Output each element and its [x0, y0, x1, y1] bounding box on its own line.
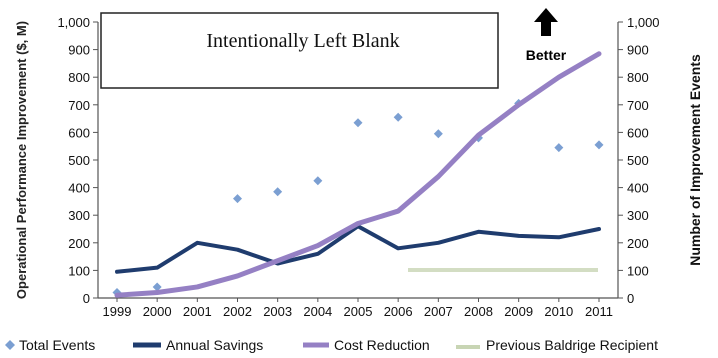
point-total-events	[554, 143, 564, 153]
y-tick-label: 600	[68, 125, 90, 140]
x-tick-label: 2007	[424, 304, 453, 319]
annotation-box-text: Intentionally Left Blank	[206, 30, 399, 52]
point-total-events	[152, 282, 162, 292]
legend-label-annual-savings: Annual Savings	[166, 337, 263, 353]
y2-tick-label: 400	[627, 181, 649, 196]
y2-tick-label: 800	[627, 70, 649, 85]
y-tick-label: 0	[83, 291, 90, 306]
better-arrow-icon	[534, 8, 558, 36]
legend-label-total-events: Total Events	[19, 337, 95, 353]
x-tick-label: 2010	[544, 304, 573, 319]
point-total-events	[233, 194, 242, 204]
x-tick-label: 2009	[504, 304, 533, 319]
y2-tick-label: 200	[627, 236, 649, 251]
x-tick-label: 2002	[223, 304, 252, 319]
y-tick-label: 700	[68, 98, 90, 113]
y2-tick-label: 300	[627, 208, 649, 223]
x-tick-label: 1999	[103, 304, 132, 319]
y2-tick-label: 500	[627, 153, 649, 168]
point-total-events	[393, 112, 403, 122]
x-tick-label: 2005	[344, 304, 373, 319]
y2-tick-label: 1,000	[627, 15, 660, 30]
y-tick-label: 1,000	[57, 15, 90, 30]
y-tick-label: 400	[68, 181, 90, 196]
x-axis-ticks: 1999 2000 2001 2002 2003 2004 2005 2006 2007 2008…	[103, 298, 613, 319]
x-tick-label: 2003	[263, 304, 292, 319]
series-line-annual-savings	[115, 224, 601, 274]
x-tick-label: 2008	[464, 304, 493, 319]
y-tick-label: 800	[68, 70, 90, 85]
point-total-events	[594, 140, 604, 150]
x-tick-label: 2004	[303, 304, 332, 319]
y2-tick-label: 0	[627, 291, 634, 306]
y2-tick-label: 600	[627, 125, 649, 140]
y2-axis-ticks: 0 100 200 300 400 500 600 700 800 900 1,000	[618, 15, 660, 306]
y-tick-label: 300	[68, 208, 90, 223]
y2-tick-label: 900	[627, 43, 649, 58]
point-total-events	[353, 118, 363, 128]
annotation-box	[100, 12, 499, 89]
y-tick-label: 200	[68, 236, 90, 251]
legend-label-cost-reduction: Cost Reduction	[334, 337, 430, 353]
y2-tick-label: 100	[627, 263, 649, 278]
point-total-events	[273, 187, 283, 197]
y2-tick-label: 700	[627, 98, 649, 113]
y-tick-label: 900	[68, 43, 90, 58]
series-line-cost-reduction	[114, 51, 602, 298]
x-tick-label: 2000	[143, 304, 172, 319]
legend-label-previous-baldrige: Previous Baldrige Recipient	[486, 337, 658, 353]
point-total-events	[313, 176, 323, 186]
x-tick-label: 2001	[183, 304, 212, 319]
x-tick-label: 2006	[384, 304, 413, 319]
legend-marker-total-events	[5, 340, 15, 350]
y2-axis-label: Number of Improvement Events	[687, 54, 703, 266]
y-axis-label-line1: Operational Performance Improvement ($, …	[14, 21, 29, 299]
y-axis-ticks: 0 100 200 300 400 500 600 700 800 900 1,000	[57, 15, 98, 306]
better-label: Better	[526, 47, 567, 63]
previous-baldrige-band	[408, 268, 598, 272]
legend: Total Events Annual Savings Cost Reducti…	[5, 337, 658, 353]
y-tick-label: 500	[68, 153, 90, 168]
series-layer	[112, 51, 604, 298]
x-tick-label: 2011	[585, 304, 613, 319]
point-total-events	[433, 129, 443, 139]
y-tick-label: 100	[68, 263, 90, 278]
